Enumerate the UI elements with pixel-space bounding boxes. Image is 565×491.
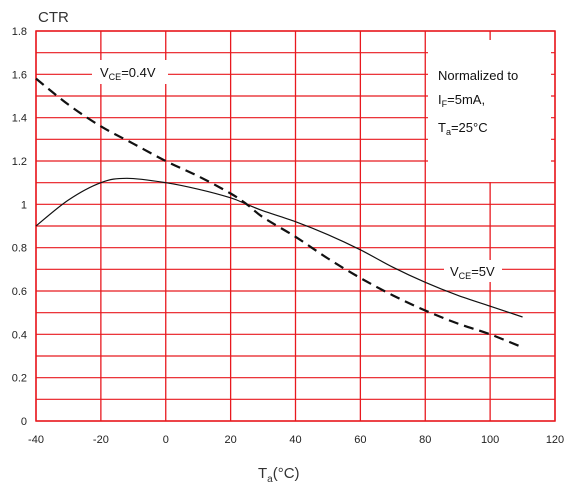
label-vce-0-4-box [92, 60, 168, 84]
y-axis-title: CTR [38, 9, 69, 26]
note-line-3: Ta=25°C [438, 120, 488, 137]
y-tick-label: 1.6 [12, 69, 27, 81]
y-tick-label: 0.8 [12, 243, 27, 255]
y-tick-label: 0 [21, 416, 27, 428]
y-tick-label: 1.4 [12, 113, 27, 125]
y-tick-label: 0.2 [12, 373, 27, 385]
note-line-2: IF=5mA, [438, 92, 485, 109]
x-tick-label: -40 [28, 434, 44, 446]
y-tick-label: 0.4 [12, 329, 27, 341]
series-vce-5-line [35, 177, 523, 318]
y-tick-label: 1.2 [12, 156, 27, 168]
label-vce-5-box [444, 260, 502, 282]
x-tick-label: -20 [93, 434, 109, 446]
x-axis-title: Ta(°C) [258, 465, 300, 485]
x-tick-label: 0 [163, 434, 169, 446]
y-tick-label: 1 [21, 199, 27, 211]
label-vce-5: VCE=5V [450, 264, 495, 281]
x-tick-label: 40 [289, 434, 301, 446]
y-tick-label: 0.6 [12, 286, 27, 298]
x-tick-label: 80 [419, 434, 431, 446]
series-vce-0-4-line [35, 77, 523, 349]
normalization-note-box [428, 40, 551, 182]
x-tick-label: 100 [481, 434, 499, 446]
y-tick-labels: 0 0.2 0.4 0.6 0.8 1 1.2 1.4 1.6 1.8 [12, 26, 27, 428]
x-tick-label: 120 [546, 434, 564, 446]
note-line-1: Normalized to [438, 68, 518, 83]
y-tick-label: 1.8 [12, 26, 27, 38]
series-lines [35, 77, 523, 349]
x-tick-labels: -40 -20 0 20 40 60 80 100 120 [28, 434, 564, 446]
label-vce-0-4: VCE=0.4V [100, 65, 156, 82]
x-tick-label: 20 [225, 434, 237, 446]
x-tick-label: 60 [354, 434, 366, 446]
